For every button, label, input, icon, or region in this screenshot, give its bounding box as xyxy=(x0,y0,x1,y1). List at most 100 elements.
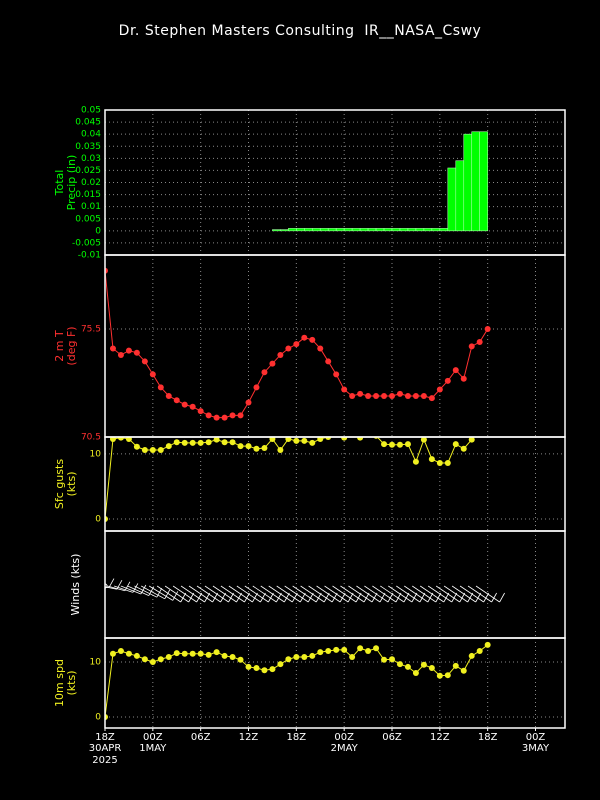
barb-staff xyxy=(372,585,397,603)
point xyxy=(213,414,220,421)
station xyxy=(105,583,108,589)
point xyxy=(420,437,427,443)
y-axis-label: (kts) xyxy=(65,671,78,696)
barb-staff xyxy=(228,585,253,603)
point xyxy=(285,345,292,352)
point xyxy=(261,369,268,376)
point xyxy=(181,439,188,446)
point xyxy=(229,439,236,446)
barb-flag xyxy=(451,592,458,603)
bar xyxy=(471,131,480,232)
point xyxy=(420,392,427,399)
point xyxy=(213,437,220,443)
point xyxy=(484,326,491,333)
barb-flag xyxy=(188,592,195,603)
x-year-label: 2025 xyxy=(92,755,117,766)
point xyxy=(133,443,140,450)
point xyxy=(333,371,340,378)
point xyxy=(301,437,308,444)
point xyxy=(165,654,172,661)
y-axis-label: 2 m T xyxy=(53,330,66,362)
barb-staff xyxy=(380,585,405,603)
point xyxy=(341,646,348,653)
barb-staff xyxy=(180,585,205,603)
point xyxy=(277,661,284,668)
bar xyxy=(351,228,361,232)
point xyxy=(381,441,388,448)
y-tick-label: 75.5 xyxy=(81,325,101,335)
barb-staff xyxy=(475,585,500,603)
point xyxy=(468,652,475,659)
y-axis-label: Sfc gusts xyxy=(53,459,66,509)
point xyxy=(125,347,132,354)
point xyxy=(141,447,148,454)
barb-flag xyxy=(403,592,410,603)
barb-flag xyxy=(363,592,370,603)
y-tick-label: 70.5 xyxy=(81,433,101,443)
point xyxy=(309,336,316,343)
point xyxy=(117,351,124,358)
barb-flag xyxy=(108,578,115,588)
point xyxy=(341,437,348,441)
point xyxy=(245,663,252,670)
point xyxy=(173,397,180,404)
chart-title: Dr. Stephen Masters Consulting IR__NASA_… xyxy=(119,23,482,39)
bar xyxy=(367,228,377,232)
barb-staff xyxy=(364,585,389,603)
barb-flag xyxy=(172,591,179,601)
barb-staff xyxy=(204,585,229,603)
x-tick-label: 18Z xyxy=(478,732,498,743)
point xyxy=(428,456,435,463)
barb-flag xyxy=(252,592,258,603)
panel xyxy=(105,255,565,437)
point xyxy=(389,392,396,399)
point xyxy=(317,345,324,352)
bar xyxy=(383,228,393,232)
y-axis-label: Winds (kts) xyxy=(69,554,82,616)
panel xyxy=(105,638,565,728)
bar xyxy=(272,229,281,232)
barb-staff xyxy=(140,585,165,600)
x-date-label: 1MAY xyxy=(139,743,167,754)
point xyxy=(325,358,332,365)
barb-flag xyxy=(387,592,394,603)
barb-flag xyxy=(276,592,282,603)
point xyxy=(245,443,252,450)
point xyxy=(109,650,116,657)
bar xyxy=(479,131,488,232)
barb-staff xyxy=(316,585,341,603)
barb-flag xyxy=(499,592,505,603)
barb-flag xyxy=(204,592,210,603)
y-tick-label: 0.03 xyxy=(81,154,101,164)
point xyxy=(237,443,244,450)
y-tick-label: 0.01 xyxy=(81,202,101,212)
barb-flag xyxy=(379,592,386,603)
y-axis-label: (kts) xyxy=(65,472,78,497)
point xyxy=(141,358,148,365)
y-axis-label: 10m spd xyxy=(53,659,66,707)
point xyxy=(309,439,316,446)
point xyxy=(109,345,116,352)
point xyxy=(277,447,284,454)
x-tick-label: 06Z xyxy=(191,732,211,743)
barb-staff xyxy=(236,585,261,603)
barb-staff xyxy=(451,585,476,603)
bar xyxy=(296,228,305,232)
barb-flag xyxy=(291,592,298,603)
point xyxy=(261,445,268,452)
point xyxy=(444,460,451,467)
point xyxy=(396,661,403,668)
point xyxy=(133,349,140,356)
barb-flag xyxy=(323,592,330,603)
barb-flag xyxy=(307,592,314,603)
barb-flag xyxy=(228,592,234,603)
point xyxy=(357,437,364,441)
barb-staff xyxy=(404,585,429,603)
barb-staff xyxy=(332,585,357,603)
point xyxy=(381,392,388,399)
point xyxy=(277,351,284,358)
barb-flag xyxy=(244,592,250,603)
